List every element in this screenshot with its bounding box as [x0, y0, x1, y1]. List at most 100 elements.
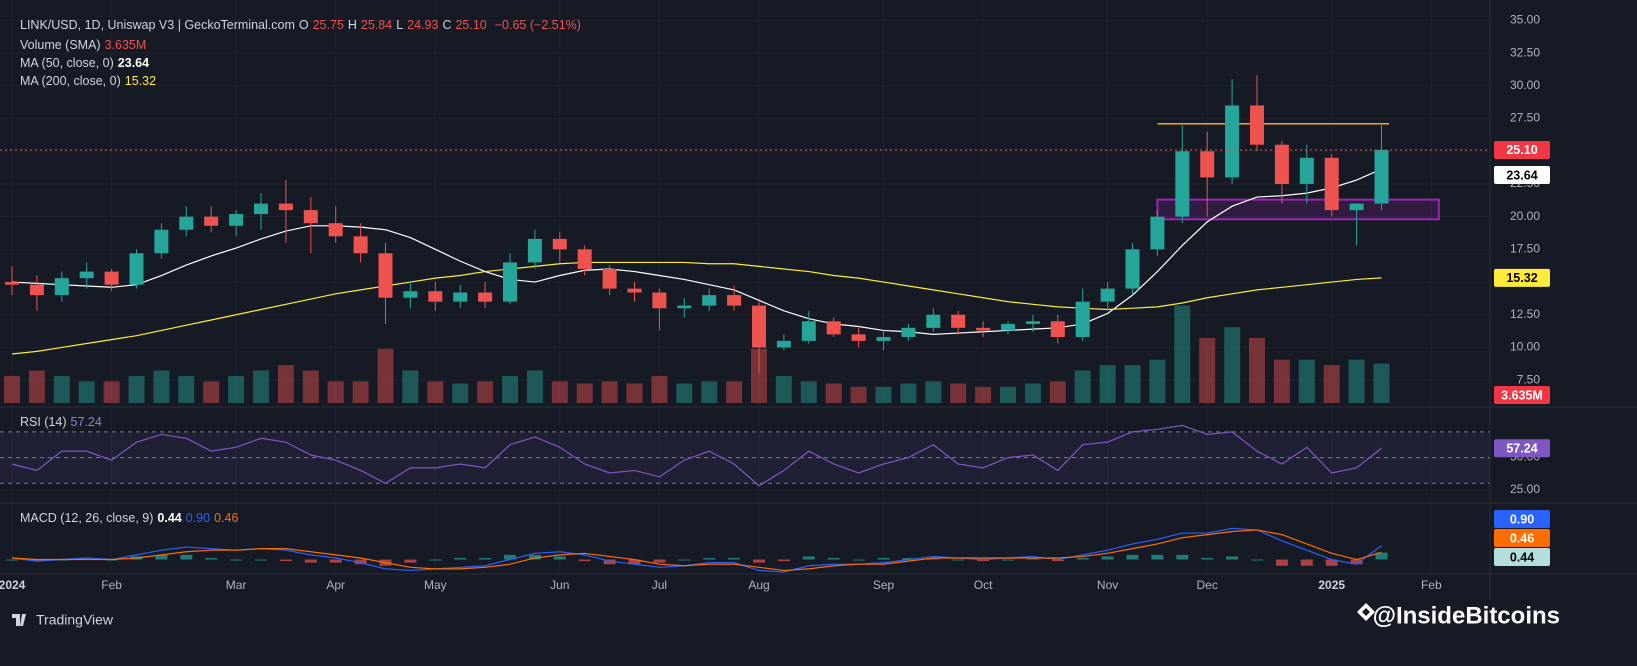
legend-value: 0.46: [214, 511, 239, 525]
macd-histogram-bar: [6, 559, 18, 561]
candle-body: [976, 327, 991, 331]
volume-bar: [153, 370, 170, 403]
macd-histogram-bar: [80, 557, 93, 560]
volume-bar: [1298, 359, 1315, 403]
ohlc-name: C: [442, 18, 452, 32]
x-tick-label: 2024: [0, 578, 26, 592]
legend: MA (200, close, 0): [20, 74, 121, 88]
macd-histogram-bar: [1076, 557, 1089, 560]
y-tick-label: 10.00: [1510, 340, 1540, 354]
legend: MACD (12, 26, close, 9): [20, 511, 154, 525]
tv-logo: [12, 614, 26, 626]
volume-legend: Volume (SMA) 3.635M: [20, 38, 150, 52]
x-tick-label: Dec: [1197, 578, 1218, 592]
badge-label: 15.32: [1506, 271, 1537, 285]
change: −0.65 (−2.51%): [494, 18, 581, 32]
volume-bar: [128, 375, 145, 403]
macd-histogram-bar: [1126, 554, 1139, 560]
volume-bar: [651, 375, 668, 403]
volume-bar: [78, 381, 95, 403]
candle-body: [702, 295, 717, 306]
x-tick-label: Nov: [1097, 578, 1118, 592]
volume-bar: [601, 381, 618, 403]
macd-histogram-bar: [429, 559, 442, 561]
candle-body: [229, 214, 244, 226]
y-tick-label: 32.50: [1510, 45, 1540, 59]
ohlc-name: L: [396, 18, 404, 32]
volume-bar: [701, 381, 718, 403]
x-tick-label: 2025: [1318, 578, 1345, 592]
macd-histogram-bar: [30, 559, 43, 562]
macd-histogram-bar: [1375, 552, 1388, 560]
macd-histogram-bar: [952, 559, 965, 561]
macd-histogram-bar: [852, 559, 865, 561]
volume-bar: [875, 386, 892, 403]
volume-bar: [377, 348, 394, 403]
support-zone: [1156, 198, 1440, 221]
signal-line: [11, 529, 1382, 572]
candle-body: [627, 288, 642, 293]
macd-histogram-bar: [802, 556, 815, 560]
ma50-legend: MA (50, close, 0) 23.64: [20, 56, 153, 70]
candle-body: [801, 321, 816, 341]
ohlc-name: O: [298, 18, 309, 32]
candle-body: [179, 216, 194, 230]
volume-bar: [1249, 338, 1265, 403]
x-tick-label: Jun: [550, 578, 569, 592]
legend-value: 0.90: [185, 511, 211, 525]
volume-bar: [1273, 359, 1290, 403]
moving-average: [11, 261, 1382, 355]
macd-histogram-bar: [603, 559, 616, 565]
candle-body: [677, 305, 692, 309]
candle-body: [328, 223, 343, 237]
ohlc-value: 25.10: [455, 18, 487, 32]
candle-body: [403, 291, 418, 298]
ma200-legend: MA (200, close, 0) 15.32: [20, 74, 160, 88]
moving-average: [11, 168, 1382, 335]
brand-icon: [1357, 603, 1375, 621]
volume-bar: [302, 370, 319, 403]
candle-body: [776, 340, 791, 348]
candle-body: [826, 321, 841, 335]
volume-bar: [825, 383, 842, 403]
macd-histogram-bar: [753, 559, 765, 563]
y-tick-label: 30.00: [1510, 78, 1540, 92]
volume-bar: [1000, 386, 1016, 403]
volume-bar: [53, 375, 70, 403]
legend-value: 23.64: [117, 56, 150, 70]
candle-body: [453, 292, 468, 302]
candle-body: [926, 314, 941, 328]
volume-bar: [452, 383, 469, 403]
volume-bar: [950, 383, 967, 403]
macd-histogram-bar: [1051, 559, 1064, 562]
candle-body: [1150, 216, 1165, 250]
macd-histogram-bar: [553, 556, 566, 560]
candle-body: [478, 292, 493, 302]
macd-histogram-bar: [1026, 557, 1039, 560]
macd-histogram-bar: [354, 559, 367, 565]
legend-value: 0.44: [157, 511, 182, 525]
volume-bar: [502, 375, 518, 403]
candle-body: [951, 314, 966, 328]
badge-label: 57.24: [1506, 442, 1537, 456]
legend-value: 3.635M: [104, 38, 147, 52]
volume-bar: [402, 370, 419, 403]
macd-histogram-bar: [1325, 559, 1338, 566]
macd-histogram-bar: [1300, 559, 1313, 566]
candle-body: [303, 210, 318, 224]
price-badge: [1494, 529, 1550, 547]
volume-bar: [327, 381, 344, 403]
macd-histogram-bar: [404, 559, 417, 563]
legend-value: 57.24: [70, 415, 102, 429]
macd-histogram-bar: [528, 554, 541, 560]
candle-body: [1324, 157, 1339, 211]
candle-body: [129, 253, 144, 285]
volume-bar: [850, 386, 867, 403]
macd-histogram-bar: [1201, 557, 1214, 560]
price-badge: [1494, 439, 1550, 458]
ohlc-value: 25.84: [360, 18, 393, 32]
macd-histogram-bar: [653, 559, 666, 563]
badge-label: 3.635M: [1501, 388, 1543, 402]
macd-histogram-bar: [180, 554, 193, 560]
